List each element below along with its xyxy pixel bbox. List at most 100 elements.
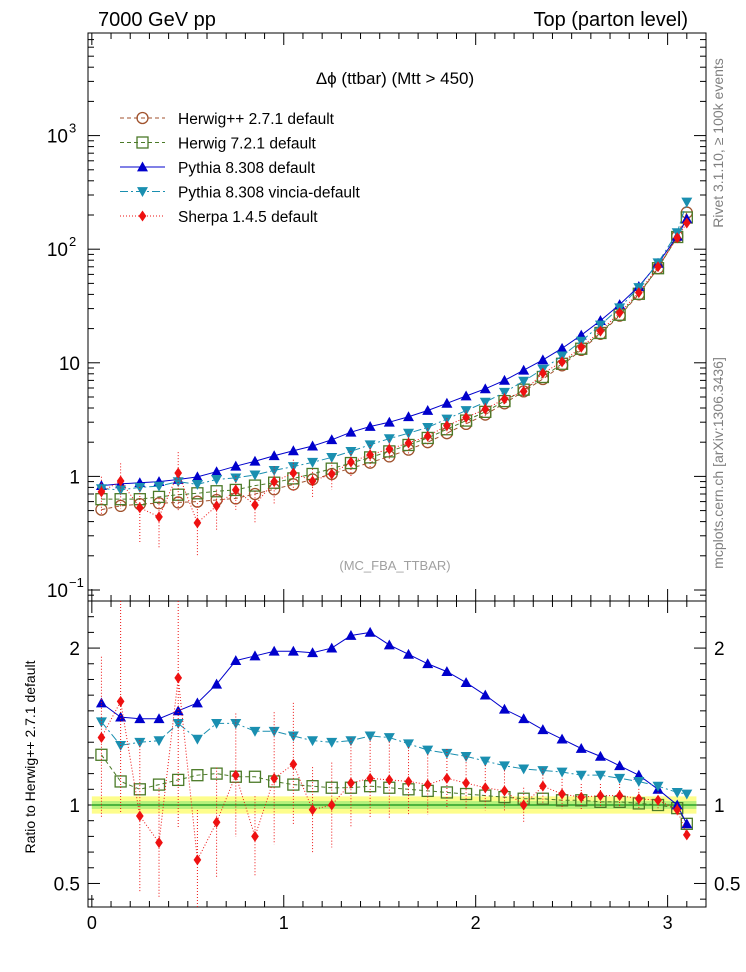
data-point: [518, 364, 530, 375]
ratio-point: [95, 748, 108, 761]
ratio-point: [345, 736, 357, 747]
ratio-point: [654, 794, 662, 806]
ratio-point: [191, 734, 203, 745]
ratio-point: [422, 658, 434, 669]
series-line: [101, 217, 688, 500]
ratio-point: [97, 732, 106, 744]
data-point: [556, 342, 568, 353]
data-point: [347, 456, 355, 468]
data-point: [345, 426, 357, 437]
data-point: [539, 367, 547, 379]
data-point: [441, 397, 453, 408]
ratio-plot-frame: [87, 600, 707, 908]
data-point: [287, 462, 299, 473]
ratio-point: [268, 645, 280, 656]
series-pythia-8-308-vincia-default: [95, 197, 693, 496]
mcplots-label: mcplots.cern.ch [arXiv:1306.3436]: [710, 357, 726, 569]
ratio-point: [498, 703, 510, 714]
data-point: [596, 325, 605, 337]
ratio-point: [287, 645, 299, 656]
ratio-point: [116, 695, 125, 707]
data-point: [307, 440, 319, 451]
legend-label: Pythia 8.308 vincia-default: [178, 185, 361, 202]
rivet-version-label: Rivet 3.1.10, ≥ 100k events: [710, 58, 726, 228]
ratio-point: [500, 785, 509, 797]
data-point: [519, 385, 528, 397]
ratio-point: [383, 733, 395, 744]
ratio-point: [134, 737, 146, 748]
ratio-y-tick-label: 0.5: [54, 874, 80, 895]
data-point: [498, 374, 510, 385]
data-point: [558, 356, 566, 368]
data-point: [135, 502, 144, 514]
data-point: [268, 465, 280, 476]
ratio-point: [443, 772, 451, 784]
series-herwig-2-7-1-default: [95, 206, 693, 516]
data-point: [211, 466, 223, 477]
y-tick-exponent: 2: [69, 234, 76, 249]
analysis-label: (MC_FBA_TTBAR): [339, 558, 450, 573]
data-point: [441, 414, 453, 425]
legend-marker: [138, 210, 147, 222]
ratio-point: [518, 713, 530, 724]
ratio-series: [95, 601, 693, 907]
y-tick-label: 10: [47, 581, 68, 602]
ratio-point: [558, 788, 566, 800]
ratio-point: [615, 790, 624, 802]
legend-label: Sherpa 1.4.5 default: [178, 209, 318, 226]
ratio-point: [153, 713, 165, 724]
data-point: [153, 481, 165, 492]
ratio-line: [100, 677, 688, 862]
ratio-point: [614, 760, 626, 771]
process-label: Top (parton level): [533, 9, 688, 31]
ratio-point: [634, 793, 643, 805]
ratio-point: [95, 717, 107, 728]
data-point: [383, 416, 395, 427]
ratio-point: [134, 713, 146, 724]
ratio-point: [481, 782, 490, 794]
ratio-point: [115, 711, 127, 722]
ratio-point: [403, 648, 415, 659]
ratio-point: [479, 689, 491, 700]
ratio-point: [460, 677, 472, 687]
data-point: [518, 376, 530, 387]
x-tick-label: 3: [663, 913, 673, 933]
data-point: [326, 452, 338, 463]
legend-marker: [137, 161, 148, 172]
ratio-point: [594, 770, 606, 781]
reference-uncertainty-band: [91, 796, 697, 814]
ratio-point: [556, 733, 568, 744]
ratio-point: [652, 781, 664, 792]
ratio-point: [268, 726, 280, 737]
ratio-series-pythia-8-308-default: [95, 626, 693, 829]
series-sherpa-1-4-5-default: [97, 217, 691, 557]
ratio-point: [462, 777, 470, 789]
ratio-point: [249, 726, 261, 737]
data-point: [462, 411, 470, 423]
data-point: [481, 403, 490, 415]
ratio-point: [633, 777, 645, 787]
ratio-point: [308, 804, 317, 816]
series-line: [101, 222, 688, 524]
ratio-point: [575, 770, 587, 781]
data-point: [443, 420, 451, 432]
data-point: [634, 287, 643, 299]
ratio-point: [172, 719, 184, 729]
data-point: [210, 485, 223, 498]
data-point: [577, 341, 586, 353]
legend-marker: [136, 111, 149, 125]
ratio-point: [537, 724, 549, 735]
data-point: [682, 217, 691, 229]
y-tick-exponent: −1: [69, 575, 84, 590]
ratio-point: [251, 830, 259, 842]
data-point: [327, 468, 336, 480]
data-point: [307, 457, 319, 468]
ratio-point: [270, 772, 279, 784]
data-point: [230, 460, 242, 471]
ratio-y-axis-label: Ratio to Herwig++ 2.7.1 default: [22, 660, 38, 853]
ratio-y-tick-label-right: 1: [714, 796, 725, 817]
data-point: [673, 232, 682, 244]
data-point: [498, 387, 510, 398]
